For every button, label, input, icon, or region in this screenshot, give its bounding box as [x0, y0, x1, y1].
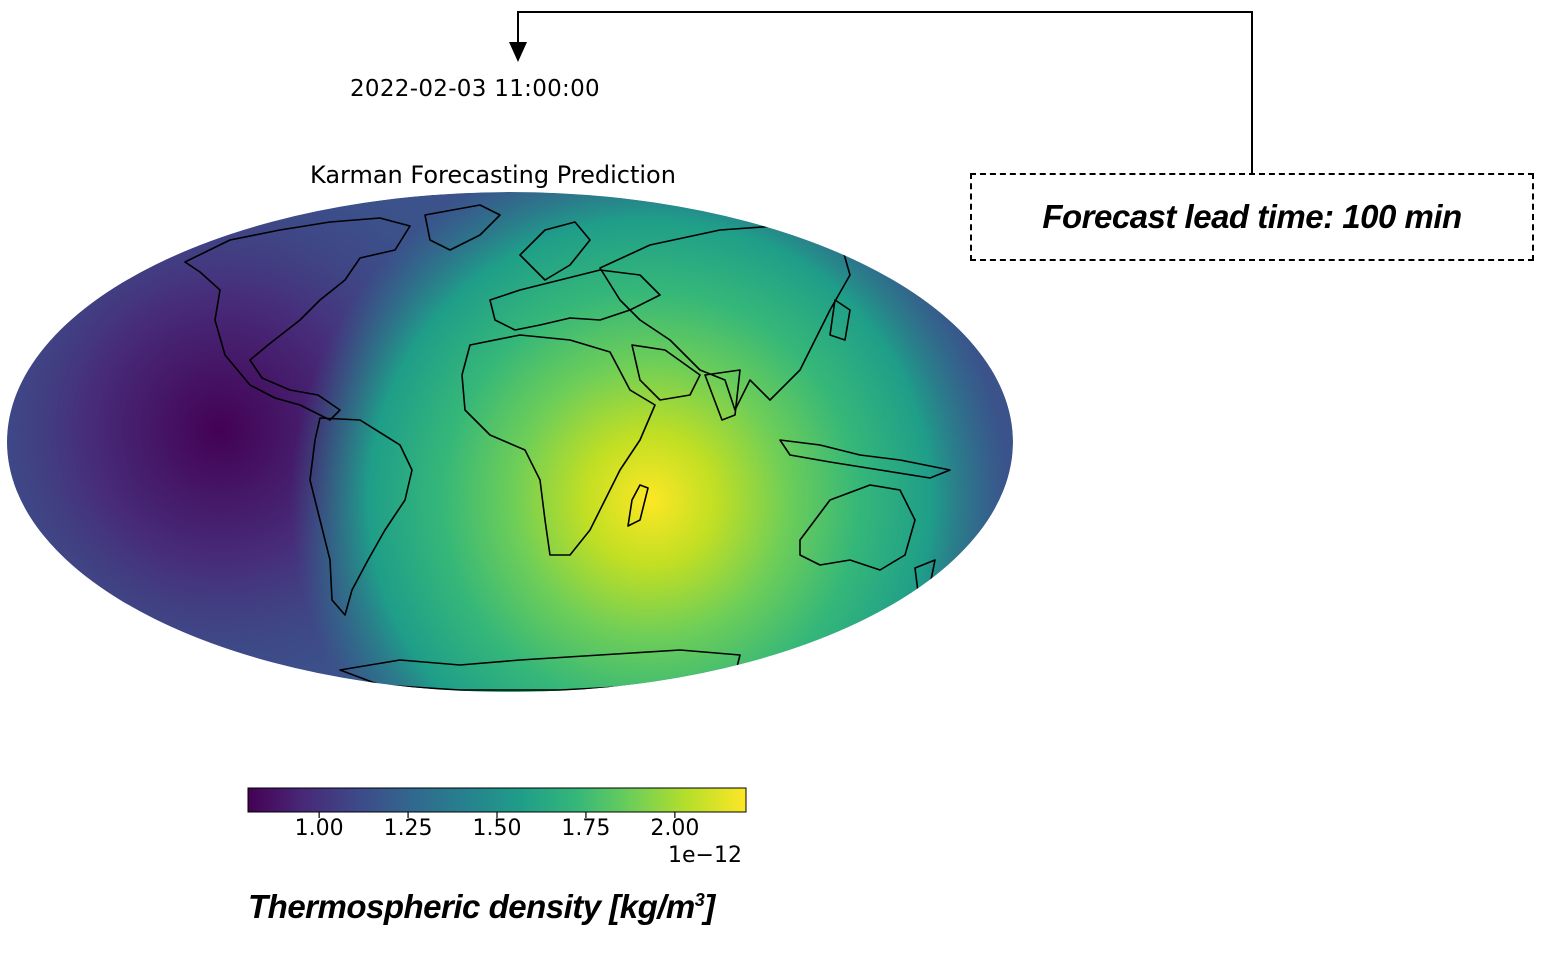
colorbar-exponent: 1e−12: [668, 843, 742, 868]
colorbar: [247, 787, 747, 818]
forecast-timestamp: 2022-02-03 11:00:00: [350, 76, 600, 102]
coastline-africa: [461, 334, 656, 556]
colorbar-ticks: [318, 812, 676, 818]
coastline-scandinavia: [519, 221, 591, 281]
coastline-north-america: [184, 217, 411, 421]
colorbar-tick-label: 1.25: [383, 816, 433, 841]
colorbar-label-end: ]: [704, 888, 715, 925]
coastline-arabia: [631, 344, 701, 401]
colorbar-tick-label: 1.75: [561, 816, 611, 841]
lead-time-box: Forecast lead time: 100 min: [970, 173, 1534, 261]
connector-line: [517, 11, 1253, 173]
colorbar-tick-label: 1.50: [472, 816, 522, 841]
colorbar-label: Thermospheric density [kg/m3]: [248, 888, 715, 926]
colorbar-label-sup: 3: [694, 890, 705, 910]
coastline-greenland: [424, 204, 501, 251]
colorbar-gradient: [247, 787, 747, 813]
coastline-madagascar: [627, 484, 649, 527]
density-map: [7, 192, 1013, 692]
colorbar-tick-label: 2.00: [650, 816, 700, 841]
lead-time-label: Forecast lead time: 100 min: [1042, 198, 1462, 235]
coastline-indonesia: [779, 439, 951, 479]
colorbar-label-main: Thermospheric density [kg/m: [248, 888, 695, 925]
connector-arrowhead: [509, 42, 527, 62]
coastline-south-america: [309, 417, 413, 616]
coastline-australia: [799, 484, 916, 571]
coastline-antarctica: [339, 649, 741, 691]
map-title: Karman Forecasting Prediction: [310, 161, 676, 189]
coastline-india: [704, 369, 741, 421]
coastline-japan: [829, 299, 851, 341]
colorbar-tick-label: 1.00: [294, 816, 344, 841]
